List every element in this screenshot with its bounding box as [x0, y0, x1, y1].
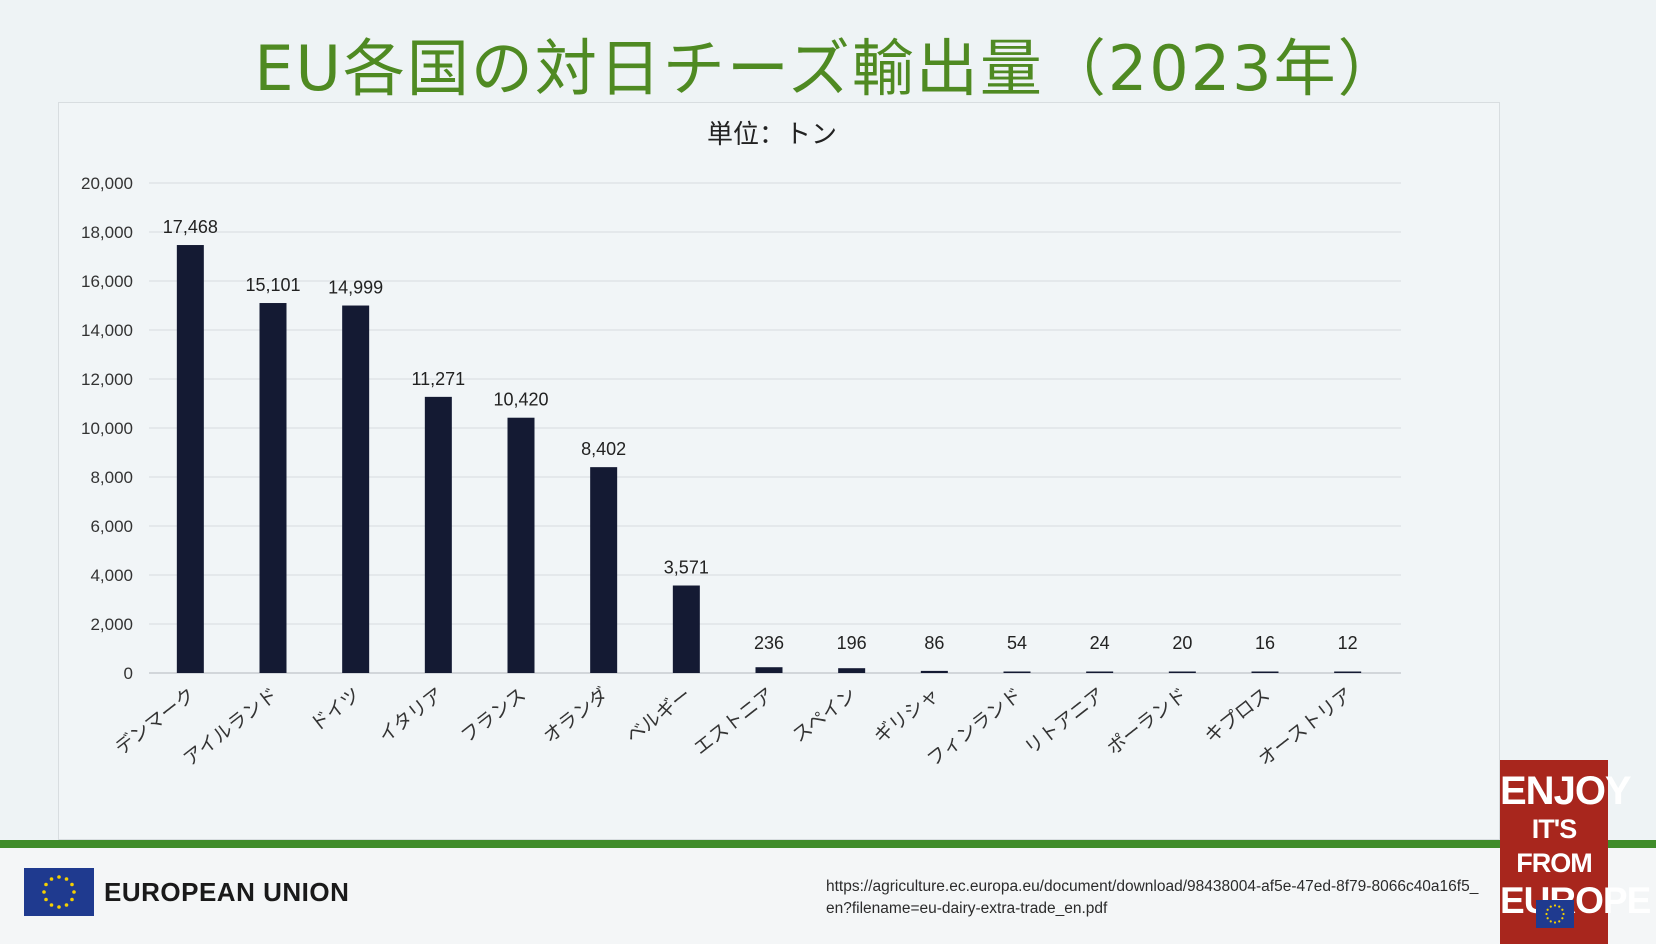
data-label: 20	[1172, 633, 1192, 653]
data-label: 8,402	[581, 439, 626, 459]
badge-line-2: IT'S FROM	[1516, 814, 1592, 878]
y-tick-label: 8,000	[90, 468, 133, 487]
bar-chart: 単位：トン 0 2,000 4,000 6,000 8,000 10,000 12,000 1…	[81, 120, 1401, 771]
bar	[590, 467, 618, 673]
badge-stars-icon	[1545, 904, 1565, 924]
bar	[1334, 671, 1362, 673]
flag-star	[49, 903, 54, 907]
y-axis-ticks: 0 2,000 4,000 6,000 8,000 10,000 12,000 14,000 1…	[81, 174, 133, 683]
flag-star	[64, 877, 69, 881]
data-label: 10,420	[493, 390, 548, 410]
flag-star	[42, 890, 46, 894]
data-label: 24	[1090, 633, 1110, 653]
bar	[424, 396, 452, 673]
y-tick-label: 12,000	[81, 370, 133, 389]
bar	[1086, 671, 1114, 673]
data-label: 196	[837, 633, 867, 653]
data-labels: 17,468 15,101 14,999 11,271 10,420 8,402 3,571…	[163, 217, 1358, 653]
category-label: フランス	[457, 684, 530, 748]
flag-star	[70, 897, 74, 902]
bar	[1003, 671, 1031, 673]
flag-star	[44, 897, 48, 902]
flag-star	[1553, 921, 1557, 924]
data-label: 3,571	[664, 558, 709, 578]
data-label: 236	[754, 633, 784, 653]
footer-divider	[0, 840, 1656, 848]
category-label: ギリシャ	[870, 684, 943, 748]
category-label: スペイン	[788, 684, 860, 747]
flag-star	[1561, 917, 1564, 920]
badge-eu-flag-icon	[1536, 900, 1574, 928]
category-label: オランダ	[539, 684, 612, 748]
flag-star	[57, 905, 61, 909]
flag-star	[1562, 912, 1565, 916]
y-tick-label: 16,000	[81, 272, 133, 291]
bar	[1168, 671, 1196, 673]
data-label: 17,468	[163, 217, 218, 237]
category-label: キプロス	[1201, 684, 1274, 748]
enjoy-europe-badge: ENJOY IT'S FROM EUROPE	[1500, 760, 1651, 944]
bar	[755, 667, 783, 673]
flag-star	[72, 890, 76, 894]
category-label: ドイツ	[306, 684, 364, 736]
bar	[1251, 671, 1279, 673]
source-link[interactable]: https://agriculture.ec.europa.eu/documen…	[826, 878, 1479, 917]
flag-star	[1549, 920, 1552, 923]
category-label: ベルギー	[622, 684, 695, 748]
category-label: エストニア	[690, 684, 778, 760]
y-tick-label: 20,000	[81, 174, 133, 193]
bar	[838, 668, 866, 673]
y-tick-label: 14,000	[81, 321, 133, 340]
bar	[342, 305, 370, 673]
slide-title: EU各国の対日チーズ輸出量（2023年）	[254, 32, 1402, 105]
footer	[0, 848, 1656, 944]
flag-star	[1549, 905, 1552, 908]
flag-star	[1558, 905, 1561, 908]
flag-star	[64, 903, 69, 907]
flag-star	[1561, 908, 1564, 911]
eu-flag-icon	[24, 868, 94, 916]
flag-star	[1553, 904, 1557, 907]
flag-star	[1546, 917, 1549, 920]
gridlines	[149, 182, 1401, 674]
data-label: 15,101	[245, 275, 300, 295]
data-label: 16	[1255, 633, 1275, 653]
bars	[176, 245, 1362, 673]
flag-star	[1545, 912, 1548, 916]
flag-star	[49, 877, 54, 881]
data-label: 54	[1007, 633, 1027, 653]
chart-panel: 単位：トン 0 2,000 4,000 6,000 8,000 10,000 12,000 1…	[58, 102, 1500, 840]
bar	[672, 585, 700, 673]
flag-star	[1558, 920, 1561, 923]
bar	[920, 670, 948, 673]
flag-star	[1546, 908, 1549, 911]
y-tick-label: 18,000	[81, 223, 133, 242]
category-label: ポーランド	[1103, 684, 1191, 760]
badge-line-3: EUROPE	[1500, 880, 1651, 921]
flag-star	[70, 882, 74, 887]
bar	[259, 303, 287, 673]
y-tick-label: 4,000	[90, 566, 133, 585]
data-label: 11,271	[411, 369, 465, 389]
org-name: EUROPEAN UNION	[104, 877, 350, 907]
y-tick-label: 10,000	[81, 419, 133, 438]
flag-star	[57, 875, 61, 879]
category-label: イタリア	[375, 684, 448, 748]
unit-label: 単位：トン	[707, 120, 837, 150]
bar	[507, 417, 535, 673]
y-tick-label: 6,000	[90, 517, 133, 536]
badge-line-1: ENJOY	[1500, 769, 1632, 813]
y-tick-label: 0	[124, 664, 133, 683]
data-label: 86	[924, 633, 944, 653]
category-label: リトアニア	[1021, 684, 1109, 760]
bar	[176, 245, 204, 673]
category-labels: デンマークアイルランド ドイツ イタリア フランス オランダ ベルギーエストニア スペインギ…	[111, 684, 1357, 771]
data-label: 12	[1338, 633, 1358, 653]
eu-stars-icon	[42, 875, 76, 909]
flag-star	[44, 882, 48, 887]
y-tick-label: 2,000	[90, 615, 133, 634]
data-label: 14,999	[328, 278, 383, 298]
